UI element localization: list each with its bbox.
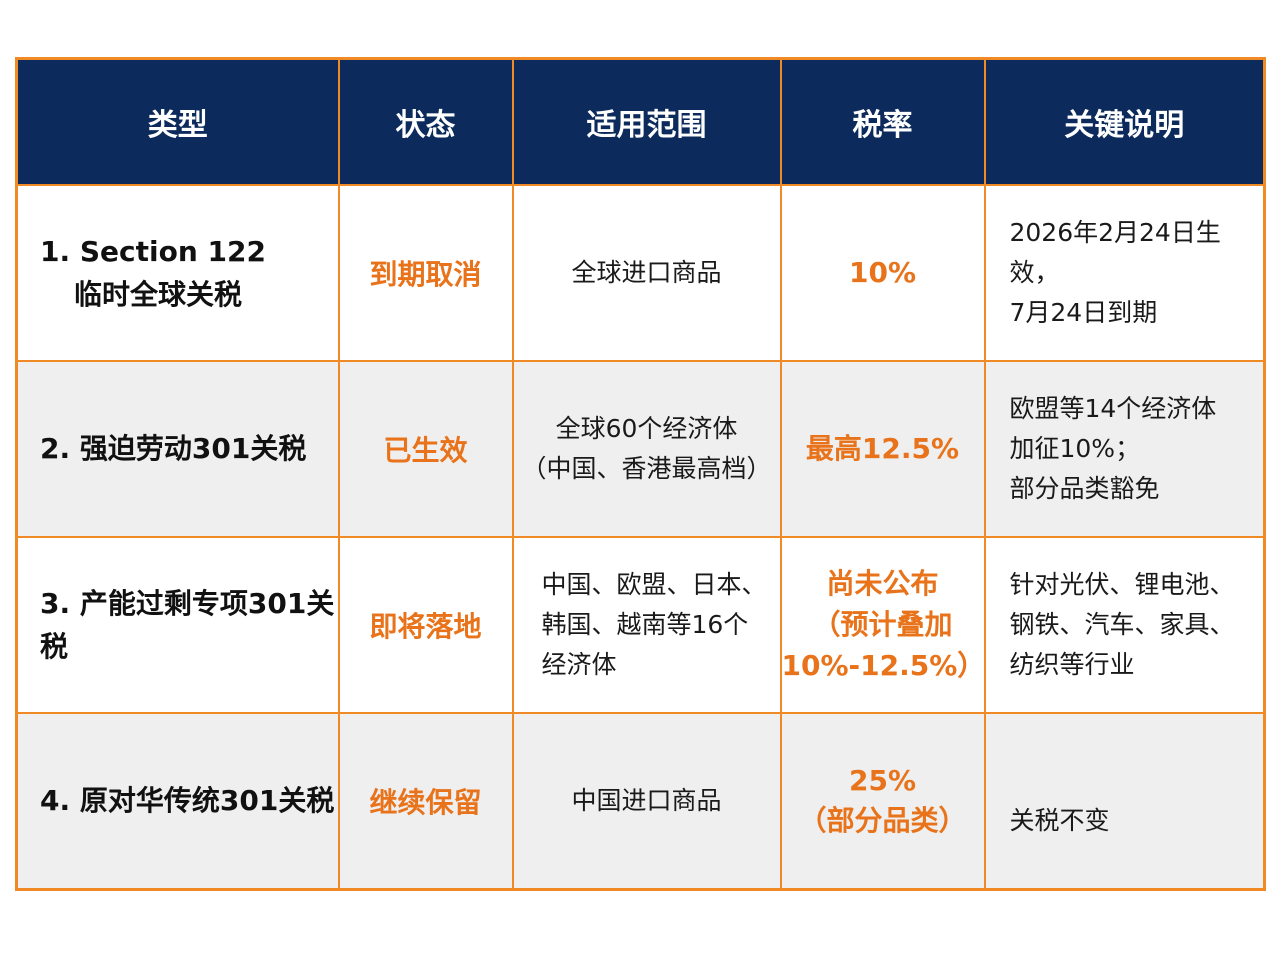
status-text: 继续保留 <box>369 786 482 820</box>
header-rate: 税率 <box>779 58 986 186</box>
scope-cell: 中国进口商品 <box>511 712 782 891</box>
status-text: 即将落地 <box>369 610 482 644</box>
table-row: 3. 产能过剩专项301关税 即将落地 中国、欧盟、日本、 韩国、越南等16个 … <box>15 536 1266 715</box>
table-row: 4. 原对华传统301关税 继续保留 中国进口商品 25% （部分品类） 关税不… <box>15 712 1266 891</box>
note-cell: 关税不变 <box>983 712 1266 891</box>
status-cell: 即将落地 <box>337 536 514 715</box>
note-text: 钢铁、汽车、家具、 <box>1009 610 1235 640</box>
status-cell: 继续保留 <box>337 712 514 891</box>
note-text: 纺织等行业 <box>1009 650 1135 680</box>
scope-cell: 全球进口商品 <box>511 183 782 363</box>
scope-cell: 全球60个经济体 （中国、香港最高档） <box>511 360 782 539</box>
scope-text: 经济体 <box>541 650 617 680</box>
status-text: 到期取消 <box>369 258 482 292</box>
rate-cell: 尚未公布 （预计叠加 10%-12.5%） <box>779 536 986 715</box>
type-text: 3. 产能过剩专项301关税 <box>40 586 335 664</box>
note-text: 欧盟等14个经济体 <box>1009 394 1217 424</box>
note-text: 部分品类豁免 <box>1009 474 1160 504</box>
rate-cell: 10% <box>779 183 986 363</box>
header-scope: 适用范围 <box>511 58 782 186</box>
rate-cell: 最高12.5% <box>779 360 986 539</box>
note-text: 7月24日到期 <box>1009 298 1158 328</box>
status-text: 已生效 <box>383 434 468 468</box>
table-body: 1. Section 122 临时全球关税 到期取消 全球进口商品 10% 20… <box>15 183 1266 891</box>
rate-text: 25% <box>848 763 917 797</box>
rate-text: 10%-12.5%） <box>781 648 986 682</box>
type-cell: 3. 产能过剩专项301关税 <box>15 536 340 715</box>
type-text: 4. 原对华传统301关税 <box>40 784 335 818</box>
rate-text: 最高12.5% <box>805 431 960 465</box>
type-cell: 4. 原对华传统301关税 <box>15 712 340 891</box>
table-row: 2. 强迫劳动301关税 已生效 全球60个经济体 （中国、香港最高档） 最高1… <box>15 360 1266 539</box>
header-status: 状态 <box>337 58 514 186</box>
note-text: 针对光伏、锂电池、 <box>1009 570 1235 600</box>
rate-text: （预计叠加 <box>812 608 953 642</box>
rate-text: 尚未公布 <box>826 567 939 601</box>
note-text: 2026年2月24日生效， <box>1009 218 1221 288</box>
header-type: 类型 <box>15 58 340 186</box>
scope-text: （中国、香港最高档） <box>521 454 772 484</box>
type-cell: 2. 强迫劳动301关税 <box>15 360 340 539</box>
scope-text: 中国进口商品 <box>571 786 722 816</box>
tariff-table: 类型 状态 适用范围 税率 关键说明 1. Section 122 临时全球关税… <box>15 57 1266 891</box>
scope-cell: 中国、欧盟、日本、 韩国、越南等16个 经济体 <box>511 536 782 715</box>
rate-text: （部分品类） <box>798 804 967 838</box>
type-text: 2. 强迫劳动301关税 <box>40 432 307 466</box>
type-cell: 1. Section 122 临时全球关税 <box>15 183 340 363</box>
note-cell: 针对光伏、锂电池、 钢铁、汽车、家具、 纺织等行业 <box>983 536 1266 715</box>
status-cell: 已生效 <box>337 360 514 539</box>
scope-text: 全球60个经济体 <box>555 414 738 444</box>
status-cell: 到期取消 <box>337 183 514 363</box>
scope-text: 韩国、越南等16个 <box>541 610 749 640</box>
note-cell: 欧盟等14个经济体 加征10%； 部分品类豁免 <box>983 360 1266 539</box>
note-cell: 2026年2月24日生效， 7月24日到期 <box>983 183 1266 363</box>
scope-text: 中国、欧盟、日本、 <box>541 570 767 600</box>
type-text: 1. Section 122 <box>40 234 266 268</box>
type-text: 临时全球关税 <box>74 278 243 312</box>
table-row: 1. Section 122 临时全球关税 到期取消 全球进口商品 10% 20… <box>15 183 1266 363</box>
rate-text: 10% <box>848 255 917 289</box>
note-text: 关税不变 <box>1009 806 1110 836</box>
header-row: 类型 状态 适用范围 税率 关键说明 <box>15 58 1266 186</box>
header-note: 关键说明 <box>983 58 1266 186</box>
note-text: 加征10%； <box>1009 434 1141 464</box>
table-header: 类型 状态 适用范围 税率 关键说明 <box>15 58 1266 186</box>
rate-cell: 25% （部分品类） <box>779 712 986 891</box>
scope-text: 全球进口商品 <box>571 258 722 288</box>
